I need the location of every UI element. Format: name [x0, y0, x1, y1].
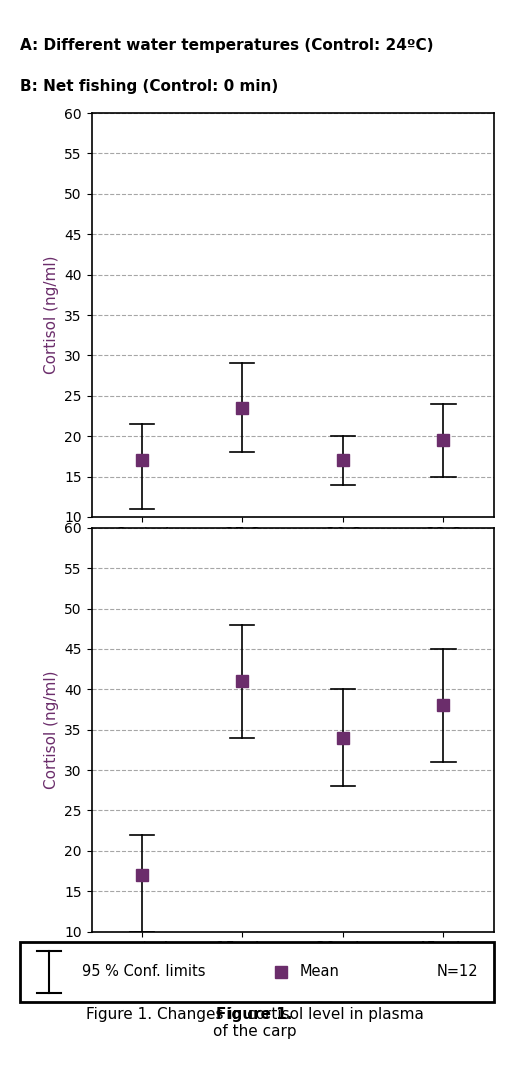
- Text: Mean: Mean: [300, 965, 340, 979]
- Text: Figure 1.: Figure 1.: [216, 1007, 293, 1022]
- Text: 95 % Conf. limits: 95 % Conf. limits: [82, 965, 206, 979]
- Text: A: Different water temperatures (Control: 24ºC): A: Different water temperatures (Control…: [20, 38, 434, 53]
- Y-axis label: Cortisol (ng/ml): Cortisol (ng/ml): [44, 255, 59, 375]
- Text: B: Net fishing (Control: 0 min): B: Net fishing (Control: 0 min): [20, 79, 278, 94]
- Text: N=12: N=12: [437, 965, 478, 979]
- Text: Figure 1. Changes in cortisol level in plasma
of the carp: Figure 1. Changes in cortisol level in p…: [86, 1007, 423, 1039]
- Y-axis label: Cortisol (ng/ml): Cortisol (ng/ml): [44, 670, 59, 789]
